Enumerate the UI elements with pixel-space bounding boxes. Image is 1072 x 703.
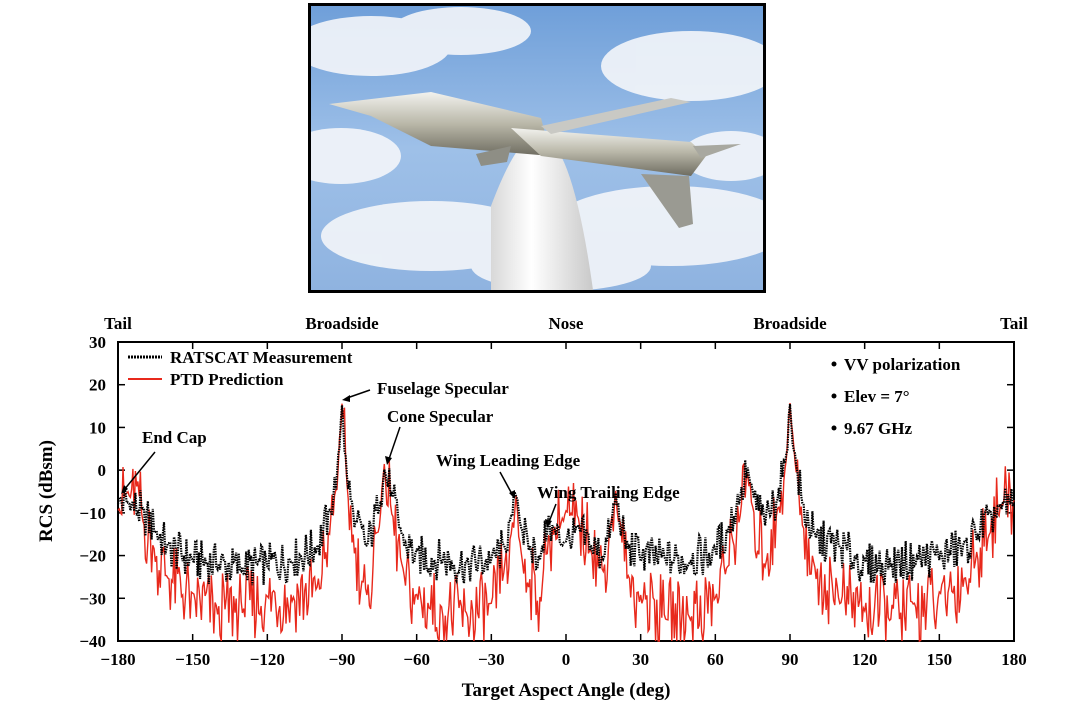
x-tick-label: −60 xyxy=(403,650,430,669)
x-tick-label: −120 xyxy=(250,650,285,669)
x-tick-label: 0 xyxy=(562,650,571,669)
bullet-dot xyxy=(831,361,837,367)
bullet-dot xyxy=(831,393,837,399)
x-tick-label: 90 xyxy=(782,650,799,669)
annotation-wing-leading-edge: Wing Leading Edge xyxy=(436,451,581,470)
x-tick-label: 150 xyxy=(927,650,953,669)
annotation-fuselage-specular: Fuselage Specular xyxy=(377,379,509,398)
series-line-prediction xyxy=(117,402,1015,643)
missile-model-photo xyxy=(308,3,766,293)
info-elevation: Elev = 7° xyxy=(844,387,910,406)
x-tick-label: −150 xyxy=(175,650,210,669)
annotation-arrow-cone xyxy=(388,426,401,460)
x-tick-label: 120 xyxy=(852,650,878,669)
top-aspect-label: Broadside xyxy=(753,314,827,333)
y-tick-label: −10 xyxy=(79,504,106,523)
arrowhead xyxy=(509,490,515,499)
top-aspect-label: Tail xyxy=(1000,314,1028,333)
series-line-measurement xyxy=(116,403,1016,586)
annotation-arrow-wing-trailing xyxy=(548,503,557,523)
annotation-arrow-fuselage xyxy=(346,389,371,399)
x-tick-label: 180 xyxy=(1001,650,1027,669)
x-tick-label: −180 xyxy=(100,650,135,669)
legend-label-measurement: RATSCAT Measurement xyxy=(170,348,353,367)
annotations: End Cap Fuselage Specular Cone Specular … xyxy=(121,379,680,528)
missile-model-on-pylon-icon xyxy=(311,6,763,290)
y-axis-title: RCS (dBsm) xyxy=(36,440,57,542)
y-tick-label: −40 xyxy=(79,632,106,651)
x-tick-label: 60 xyxy=(707,650,724,669)
top-aspect-label: Nose xyxy=(549,314,584,333)
y-tick-label: 20 xyxy=(89,376,106,395)
info-polarization: VV polarization xyxy=(844,355,961,374)
legend-label-prediction: PTD Prediction xyxy=(170,370,284,389)
y-tick-label: −20 xyxy=(79,547,106,566)
y-tick-label: 10 xyxy=(89,418,106,437)
bullet-dot xyxy=(831,425,837,431)
info-bullets: VV polarization Elev = 7° 9.67 GHz xyxy=(831,355,961,438)
annotation-arrow-end-cap xyxy=(123,451,156,491)
annotation-arrow-wing-leading xyxy=(499,471,513,495)
arrowhead xyxy=(385,456,392,465)
x-tick-label: −30 xyxy=(478,650,505,669)
x-axis-title: Target Aspect Angle (deg) xyxy=(462,680,671,701)
annotation-wing-trailing-edge: Wing Trailing Edge xyxy=(537,483,680,502)
x-tick-label: −90 xyxy=(329,650,356,669)
info-frequency: 9.67 GHz xyxy=(844,419,912,438)
y-tick-label: 0 xyxy=(98,461,107,480)
top-aspect-label: Tail xyxy=(104,314,132,333)
top-aspect-label: Broadside xyxy=(305,314,379,333)
y-tick-label: 30 xyxy=(89,333,106,352)
arrowhead xyxy=(121,485,128,494)
annotation-cone-specular: Cone Specular xyxy=(387,407,494,426)
arrowhead xyxy=(545,519,552,528)
legend: RATSCAT Measurement PTD Prediction xyxy=(128,348,353,389)
x-tick-label: 30 xyxy=(632,650,649,669)
annotation-end-cap: End Cap xyxy=(142,428,207,447)
y-tick-label: −30 xyxy=(79,589,106,608)
arrowhead xyxy=(342,395,350,402)
